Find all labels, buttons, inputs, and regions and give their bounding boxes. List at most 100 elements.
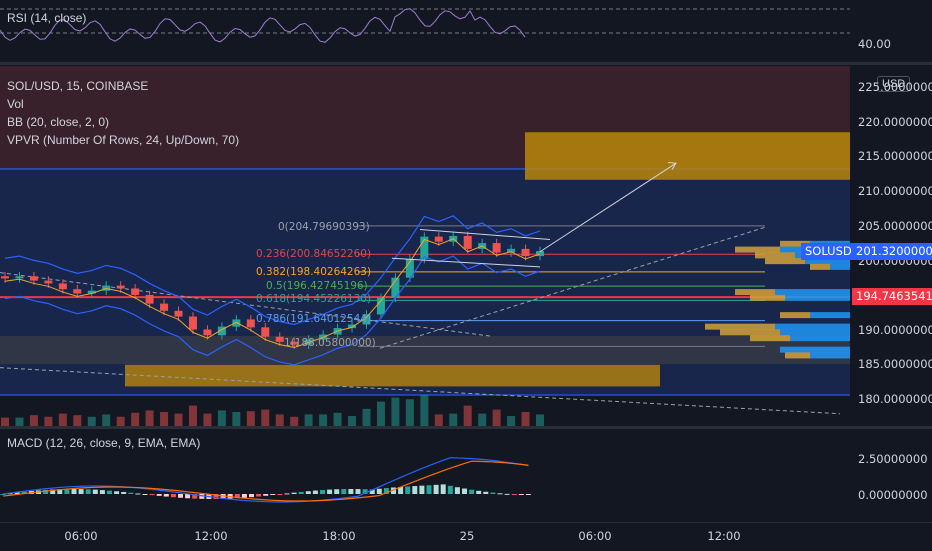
macd-histogram-bar <box>277 494 283 495</box>
candle-body <box>87 290 96 294</box>
candle-body <box>420 236 429 259</box>
symbol-legend[interactable]: SOL/USD, 15, COINBASE <box>7 79 149 93</box>
macd-histogram-bar <box>185 494 191 499</box>
macd-histogram-bar <box>7 493 13 495</box>
candle-body <box>391 277 400 298</box>
macd-histogram-bar <box>320 490 325 494</box>
macd-histogram-bar <box>454 487 460 494</box>
vpvr-down-bar <box>755 252 795 259</box>
bollinger-legend[interactable]: BB (20, close, 2, 0) <box>7 115 110 129</box>
bollinger-lower <box>4 255 541 366</box>
candle-body <box>29 276 38 281</box>
macd-histogram-bar <box>199 494 205 499</box>
price-axis-label: 225.00000000 <box>858 80 932 94</box>
candle-body <box>217 326 226 336</box>
volume-bar <box>58 413 67 426</box>
rsi-axis[interactable] <box>850 0 932 62</box>
macd-pane[interactable] <box>0 430 850 522</box>
signal-line <box>2 460 529 502</box>
macd-histogram-bar <box>43 489 49 494</box>
target-zone <box>525 132 850 180</box>
candle-body <box>188 316 197 330</box>
candle-body <box>507 248 516 253</box>
pane-separator[interactable] <box>0 426 932 429</box>
macd-histogram-bar <box>433 484 439 494</box>
macd-histogram-bar <box>121 491 127 494</box>
fib-level-0: 0(204.79690393) <box>278 221 370 233</box>
volume-bar <box>463 405 472 426</box>
macd-histogram-bar <box>312 490 318 494</box>
macd-histogram-bar <box>291 492 297 494</box>
macd-histogram-bar <box>99 490 105 494</box>
vpvr-down-bar <box>785 352 810 359</box>
candle-body <box>44 280 53 284</box>
pane-separator[interactable] <box>0 62 932 65</box>
candle-body <box>463 235 472 249</box>
volume-bar <box>434 414 443 426</box>
macd-histogram-bar <box>78 489 84 494</box>
macd-line <box>2 457 529 503</box>
time-axis-label: 12:00 <box>707 529 741 543</box>
macd-histogram-bar <box>256 494 262 497</box>
volume-bar <box>188 405 197 426</box>
macd-histogram-bar <box>504 493 510 495</box>
candle-body <box>434 236 443 242</box>
price-axis-label: 185.00000000 <box>858 357 932 371</box>
trend-dashed-line <box>379 226 766 349</box>
time-axis-label: 12:00 <box>194 529 228 543</box>
macd-histogram-bar <box>334 489 340 494</box>
macd-histogram-bar <box>462 488 467 494</box>
macd-histogram-bar <box>107 490 112 494</box>
demand-zone <box>125 364 660 387</box>
candle-body <box>73 289 82 294</box>
rsi-pane[interactable] <box>0 0 850 62</box>
macd-histogram-bar <box>270 494 276 496</box>
candle-body <box>145 294 154 304</box>
candle-body <box>174 310 183 317</box>
rsi-legend[interactable]: RSI (14, close) <box>7 11 87 25</box>
volume-bar <box>131 412 140 426</box>
time-axis[interactable] <box>0 522 932 551</box>
vpvr-up-bar <box>790 335 850 342</box>
volume-bar <box>261 409 270 426</box>
channel-line <box>391 257 541 268</box>
volume-bar <box>507 416 516 426</box>
macd-legend[interactable]: MACD (12, 26, close, 9, EMA, EMA) <box>7 436 201 450</box>
candle-body <box>246 319 255 328</box>
macd-histogram-bar <box>511 494 517 495</box>
price-axis-label: 180.00000000 <box>858 392 932 406</box>
volume-bar <box>87 416 96 426</box>
candle-body <box>536 251 544 257</box>
volume-legend[interactable]: Vol <box>7 97 24 111</box>
candle-body <box>376 297 385 315</box>
fib-level-05: 0.5(196.42745196) <box>266 280 368 292</box>
vpvr-up-bar <box>780 329 850 336</box>
macd-histogram-bar <box>234 494 240 499</box>
candle-body <box>58 283 67 290</box>
macd-histogram-bar <box>497 493 503 495</box>
price-chart <box>0 66 850 426</box>
fib-level-1: 1(188.05800000) <box>284 337 376 349</box>
vpvr-down-bar <box>750 335 790 342</box>
vpvr-up-bar <box>805 258 850 265</box>
macd-histogram-bar <box>64 489 70 494</box>
projection-arrow <box>539 162 677 253</box>
candle-body <box>131 288 140 295</box>
rsi-axis-label: 40.00 <box>858 37 891 51</box>
macd-histogram-bar <box>241 494 247 498</box>
vpvr-up-bar <box>810 352 850 359</box>
volume-bar <box>246 411 255 426</box>
currency-button[interactable]: USD <box>877 76 911 92</box>
macd-histogram-bar <box>114 491 120 494</box>
candle-body <box>203 329 212 336</box>
main-chart-pane[interactable] <box>0 66 850 426</box>
volume-bar <box>405 399 414 426</box>
macd-histogram-bar <box>149 494 155 496</box>
macd-axis[interactable] <box>850 430 932 522</box>
candle-body <box>116 285 125 289</box>
macd-histogram-bar <box>156 494 162 496</box>
vpvr-legend[interactable]: VPVR (Number Of Rows, 24, Up/Down, 70) <box>7 133 240 147</box>
macd-histogram-bar <box>376 488 382 494</box>
macd-histogram-bar <box>170 494 176 498</box>
volume-bar <box>391 397 400 426</box>
